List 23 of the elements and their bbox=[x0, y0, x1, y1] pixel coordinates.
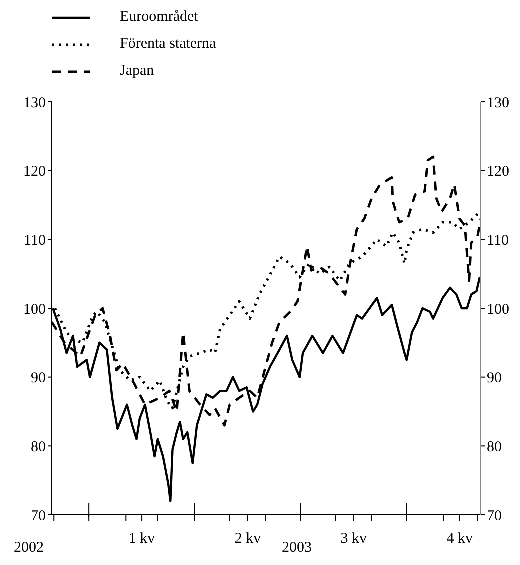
x-tick-label: 2 kv bbox=[234, 531, 262, 547]
y2-tick-label: 70 bbox=[487, 508, 502, 524]
text: 2003 bbox=[282, 540, 312, 557]
x-tick-label: 3 kv bbox=[340, 531, 368, 547]
legend-label: Japan bbox=[120, 63, 154, 80]
x-tick-label: 1 kv bbox=[128, 531, 156, 547]
text: 2002 bbox=[14, 540, 44, 557]
y2-tick-label: 100 bbox=[487, 302, 510, 318]
legend-label: Förenta staterna bbox=[120, 36, 216, 53]
y2-tick-label: 80 bbox=[487, 439, 502, 456]
y-tick-label: 100 bbox=[24, 302, 46, 318]
y2-tick-label: 120 bbox=[487, 164, 510, 180]
y2-tick-label: 110 bbox=[487, 232, 509, 249]
legend-label: Euroområdet bbox=[120, 9, 198, 26]
x-tick-label: 4 kv bbox=[446, 531, 474, 547]
y2-tick-label: 130 bbox=[487, 95, 510, 112]
y2-tick-label: 90 bbox=[487, 370, 502, 387]
y-tick-label: 80 bbox=[31, 439, 46, 456]
y-tick-label: 70 bbox=[31, 508, 46, 524]
y-tick-label: 110 bbox=[24, 232, 46, 249]
y-tick-label: 90 bbox=[31, 370, 46, 387]
y-tick-label: 130 bbox=[24, 95, 46, 112]
y-tick-label: 120 bbox=[24, 164, 46, 180]
